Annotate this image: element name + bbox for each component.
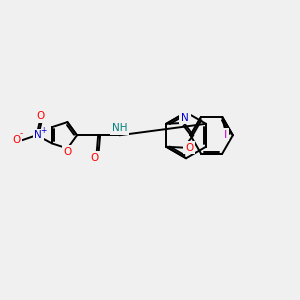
Text: O: O [63, 147, 71, 157]
Text: +: + [40, 126, 46, 135]
Text: -: - [20, 130, 23, 139]
Text: NH: NH [112, 123, 127, 133]
Text: O: O [185, 142, 193, 153]
Text: I: I [224, 130, 227, 140]
Text: N: N [34, 130, 42, 140]
Text: O: O [90, 153, 98, 163]
Text: O: O [12, 136, 20, 146]
Text: O: O [36, 111, 44, 121]
Text: N: N [181, 112, 189, 123]
